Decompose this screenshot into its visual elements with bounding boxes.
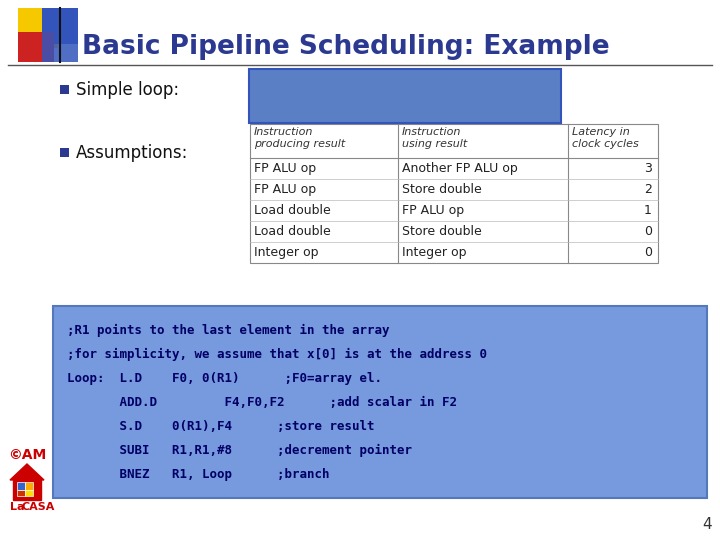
Text: S.D    0(R1),F4      ;store result: S.D 0(R1),F4 ;store result xyxy=(67,420,374,433)
Text: ADD.D         F4,F0,F2      ;add scalar in F2: ADD.D F4,F0,F2 ;add scalar in F2 xyxy=(67,396,457,409)
Text: Store double: Store double xyxy=(402,183,482,196)
Bar xyxy=(42,8,78,44)
Bar xyxy=(18,8,58,48)
Text: ;for simplicity, we assume that x[0] is at the address 0: ;for simplicity, we assume that x[0] is … xyxy=(67,348,487,361)
Text: BNEZ   R1, Loop      ;branch: BNEZ R1, Loop ;branch xyxy=(67,468,330,481)
Text: for(i=1; i<=1000; i++): for(i=1; i<=1000; i++) xyxy=(309,78,501,92)
Text: Load double: Load double xyxy=(254,225,330,238)
Text: La: La xyxy=(10,502,24,512)
Bar xyxy=(18,32,54,62)
Text: Integer op: Integer op xyxy=(254,246,318,259)
Bar xyxy=(60,148,69,157)
Text: 2: 2 xyxy=(644,183,652,196)
Text: FP ALU op: FP ALU op xyxy=(254,183,316,196)
Text: Store double: Store double xyxy=(402,225,482,238)
FancyBboxPatch shape xyxy=(249,69,561,123)
Text: 1: 1 xyxy=(644,204,652,217)
Text: Simple loop:: Simple loop: xyxy=(76,81,179,99)
Text: FP ALU op: FP ALU op xyxy=(254,162,316,175)
Bar xyxy=(17,490,25,496)
Text: SUBI   R1,R1,#8      ;decrement pointer: SUBI R1,R1,#8 ;decrement pointer xyxy=(67,444,412,457)
Text: Integer op: Integer op xyxy=(402,246,467,259)
Text: Another FP ALU op: Another FP ALU op xyxy=(402,162,518,175)
Bar xyxy=(25,490,33,496)
Text: 0: 0 xyxy=(644,246,652,259)
FancyBboxPatch shape xyxy=(53,306,707,498)
Text: 3: 3 xyxy=(644,162,652,175)
Bar xyxy=(60,85,69,94)
Bar xyxy=(13,480,41,500)
Bar xyxy=(42,32,78,62)
Text: ©AM: ©AM xyxy=(8,448,46,462)
Text: ;R1 points to the last element in the array: ;R1 points to the last element in the ar… xyxy=(67,324,390,337)
Bar xyxy=(250,124,658,263)
Text: 4: 4 xyxy=(703,517,712,532)
Text: Latency in
clock cycles: Latency in clock cycles xyxy=(572,127,639,148)
Bar xyxy=(17,482,25,490)
Polygon shape xyxy=(10,464,44,480)
Text: CASA: CASA xyxy=(22,502,55,512)
Text: Instruction
producing result: Instruction producing result xyxy=(254,127,346,148)
Text: Instruction
using result: Instruction using result xyxy=(402,127,467,148)
Text: x[i]=x[i] + s;: x[i]=x[i] + s; xyxy=(343,98,467,114)
Bar xyxy=(25,482,33,490)
Text: Basic Pipeline Scheduling: Example: Basic Pipeline Scheduling: Example xyxy=(82,34,610,60)
Text: 0: 0 xyxy=(644,225,652,238)
Text: Load double: Load double xyxy=(254,204,330,217)
Text: FP ALU op: FP ALU op xyxy=(402,204,464,217)
Text: Assumptions:: Assumptions: xyxy=(76,144,189,162)
Text: Loop:  L.D    F0, 0(R1)      ;F0=array el.: Loop: L.D F0, 0(R1) ;F0=array el. xyxy=(67,372,382,385)
